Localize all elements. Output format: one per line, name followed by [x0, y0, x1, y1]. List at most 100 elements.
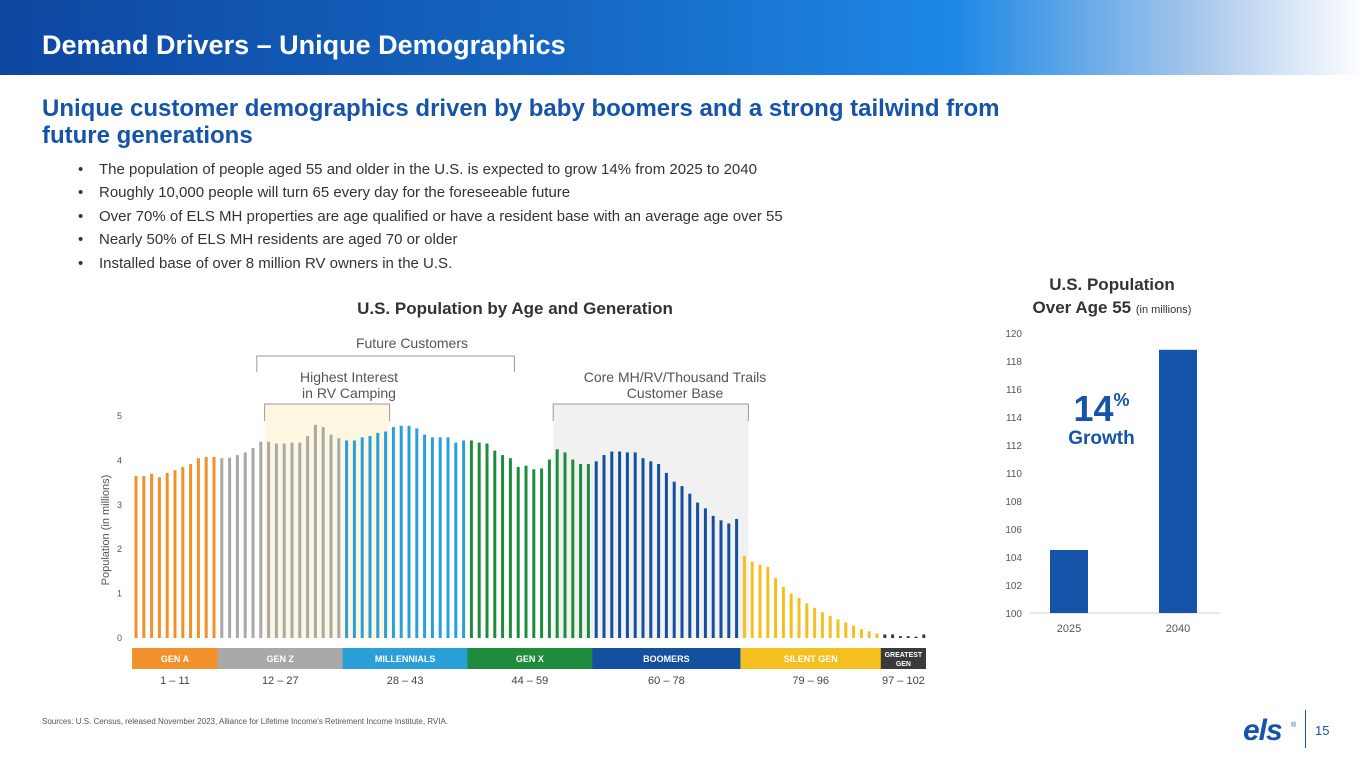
population-bar-age-53 — [540, 468, 544, 638]
highlight-bracket — [264, 403, 391, 421]
population-bar-age-34 — [391, 427, 395, 638]
y-tick-label: 4 — [117, 455, 122, 465]
population-bar-age-48 — [501, 455, 505, 638]
population-bar-age-51 — [524, 465, 528, 638]
generation-age-range: 79 – 96 — [792, 675, 829, 687]
bullet-item: Installed base of over 8 million RV owne… — [78, 254, 783, 277]
generation-band-gen-x — [467, 648, 593, 669]
population-bar-age-61 — [602, 455, 606, 638]
population-bar-age-79 — [742, 555, 746, 638]
core-base-label-line1: Core MH/RV/Thousand Trails — [583, 369, 767, 385]
population-bar-age-65 — [633, 452, 637, 638]
population-bar-age-15 — [243, 452, 247, 638]
population-bar-age-47 — [493, 450, 497, 638]
generation-band-millennials — [342, 648, 468, 669]
population-bar-age-69 — [664, 472, 668, 638]
population-bar-age-14 — [235, 455, 239, 638]
population-bar-age-23 — [306, 435, 310, 638]
population-bar-age-50 — [516, 467, 520, 638]
population-bar-age-19 — [274, 443, 278, 638]
population-bar-age-29 — [352, 440, 356, 638]
population-chart-title-main: Over Age 55 — [1032, 298, 1132, 317]
population-bar-age-71 — [680, 486, 684, 638]
y-tick-label: 3 — [117, 500, 122, 510]
growth-word: Growth — [1068, 428, 1135, 449]
population-bar-age-75 — [711, 515, 715, 638]
population-bar-age-36 — [407, 425, 411, 638]
registered-mark: ® — [1291, 722, 1297, 729]
population-bar-age-9 — [196, 458, 200, 638]
y-tick-label: 120 — [1005, 329, 1022, 340]
population-bar-age-28 — [345, 440, 349, 638]
y-tick-label: 2 — [117, 544, 122, 554]
population-bar-age-60 — [594, 461, 598, 638]
population-bar-age-101 — [914, 636, 918, 638]
generation-age-range: 97 – 102 — [882, 675, 925, 687]
population-bar-age-49 — [508, 458, 512, 638]
population-bar-age-77 — [727, 523, 731, 638]
population-bar-age-54 — [547, 459, 551, 638]
generation-name-label: GEN X — [516, 654, 544, 664]
population-bar-age-20 — [282, 443, 286, 638]
els-logo: els — [1243, 714, 1283, 747]
bullet-item: Over 70% of ELS MH properties are age qu… — [78, 207, 783, 230]
population-bar-age-40 — [438, 437, 442, 638]
population-bar-age-24 — [313, 424, 317, 638]
y-tick-label: 116 — [1006, 385, 1022, 396]
population-bar-age-73 — [696, 502, 700, 638]
generation-name-label: SILENT GEN — [784, 654, 838, 664]
population-bar-age-8 — [189, 463, 193, 638]
future-customers-label: Future Customers — [355, 335, 469, 351]
y-tick-label: 0 — [117, 633, 122, 643]
population-bar-age-39 — [430, 437, 434, 638]
page-title: Demand Drivers – Unique Demographics — [42, 30, 566, 60]
page-number: 15 — [1315, 723, 1330, 738]
population-bar-age-25 — [321, 427, 325, 638]
population-bar-age-98 — [891, 634, 895, 638]
population-bar-age-2 — [142, 475, 146, 638]
population-bar-age-33 — [384, 431, 388, 638]
generation-band-greatest-gen — [880, 648, 926, 669]
population-bar-age-67 — [649, 461, 653, 638]
population-bar-2040 — [1159, 349, 1197, 613]
population-bar-age-52 — [532, 469, 536, 638]
population-bar-age-95 — [867, 631, 871, 638]
population-bar-age-64 — [625, 452, 629, 638]
population-bar-age-16 — [251, 447, 255, 638]
generation-band-gen-a — [132, 648, 218, 669]
growth-unit: % — [1113, 390, 1130, 410]
population-bar-age-32 — [376, 432, 380, 638]
population-bar-age-35 — [399, 425, 403, 638]
headline: Unique customer demographics driven by b… — [42, 95, 1000, 149]
population-bar-age-55 — [555, 449, 559, 638]
y-tick-label: 102 — [1005, 581, 1022, 592]
population-bar-age-11 — [212, 456, 216, 638]
population-bar-age-26 — [329, 434, 333, 638]
generation-band-silent-gen — [740, 648, 881, 669]
generation-age-range: 44 – 59 — [512, 675, 549, 687]
bullet-item: Nearly 50% of ELS MH residents are aged … — [78, 230, 783, 253]
population-bar-age-68 — [657, 463, 661, 638]
population-bar-age-31 — [368, 435, 372, 638]
generation-name-label: MILLENNIALS — [375, 654, 436, 664]
population-bar-age-1 — [134, 475, 138, 638]
generation-age-range: 28 – 43 — [387, 675, 424, 687]
x-tick-label: 2040 — [1166, 623, 1190, 635]
population-bar-age-82 — [766, 566, 770, 638]
rv-interest-label-line1: Highest Interest — [299, 369, 399, 385]
population-bar-age-81 — [758, 564, 762, 638]
y-tick-label: 108 — [1005, 497, 1022, 508]
population-bar-age-46 — [485, 443, 489, 638]
population-bar-age-70 — [672, 481, 676, 638]
population-bar-age-93 — [852, 625, 856, 638]
population-bar-age-22 — [298, 442, 302, 638]
population-bar-age-78 — [735, 519, 739, 638]
core-base-label-line2: Customer Base — [626, 385, 724, 401]
population-bar-age-30 — [360, 437, 364, 638]
population-bar-age-17 — [259, 441, 263, 638]
generation-age-range: 1 – 11 — [160, 675, 190, 687]
y-tick-label: 100 — [1005, 609, 1022, 620]
population-bar-age-57 — [571, 459, 575, 638]
generation-band-gen-z — [217, 648, 343, 669]
